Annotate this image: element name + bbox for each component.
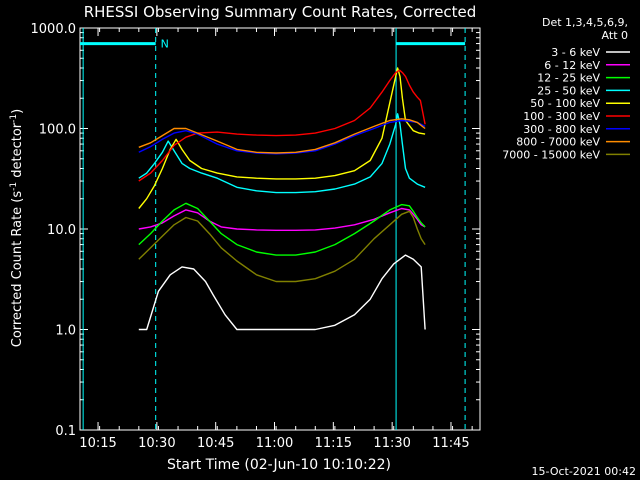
series-line-4 (138, 113, 426, 194)
x-tick-label: 11:15 (315, 436, 352, 451)
legend-label: 100 - 300 keV (523, 110, 600, 123)
y-tick-label: 100.0 (39, 123, 76, 138)
series-line-2 (138, 207, 426, 232)
legend-label: 300 - 800 keV (523, 123, 600, 136)
chart-title: RHESSI Observing Summary Count Rates, Co… (84, 3, 477, 21)
x-tick-label: 11:45 (432, 436, 469, 451)
timestamp: 15-Oct-2021 00:42 (532, 465, 636, 478)
x-tick-label: 11:00 (256, 436, 293, 451)
y-tick-label: 0.1 (55, 424, 76, 439)
y-tick-label: 10.0 (47, 223, 76, 238)
y-tick-label: 1.0 (55, 324, 76, 339)
y-axis-label-superscript: -1 (9, 114, 19, 123)
series-line-3 (138, 202, 426, 256)
x-tick-label: 10:30 (138, 436, 175, 451)
series-line-9 (138, 210, 426, 283)
x-tick-label: 10:15 (79, 436, 116, 451)
plot-axes: 0.1 1.0 10.0 100.0 1000.0 10:15 10:30 10:45 11:0… (31, 22, 481, 451)
y-axis-label: Corrected Count Rate (s-1 detector-1) (9, 109, 25, 347)
legend-label: 7000 - 15000 keV (502, 148, 600, 161)
legend-label: 25 - 50 keV (537, 84, 600, 97)
night-marker: N (161, 38, 169, 51)
y-axis-label-part: detector (10, 122, 25, 182)
series-line-8 (138, 118, 426, 154)
y-tick-label: 1000.0 (31, 22, 77, 37)
legend-label: 12 - 25 keV (537, 72, 600, 85)
legend-label: 3 - 6 keV (551, 46, 600, 59)
y-axis-label-part: ) (10, 109, 25, 114)
legend-header-line1: Det 1,3,4,5,6,9, (542, 16, 628, 29)
legend-label: 6 - 12 keV (544, 59, 600, 72)
x-tick-label: 10:45 (197, 436, 234, 451)
observing-overlay: N (80, 28, 466, 430)
legend-label: 50 - 100 keV (530, 97, 600, 110)
series-line-5 (138, 67, 426, 209)
series-line-6 (138, 69, 426, 182)
x-axis-label: Start Time (02-Jun-10 10:10:22) (167, 457, 391, 473)
series-line-7 (138, 119, 426, 155)
series-line-1 (138, 254, 426, 331)
x-tick-label: 11:30 (373, 436, 410, 451)
y-axis-label-part: Corrected Count Rate (s (10, 191, 25, 348)
y-axis-label-superscript: -1 (9, 182, 19, 191)
series-lines (138, 67, 426, 331)
legend-header-line2: Att 0 (602, 29, 628, 42)
legend-label: 800 - 7000 keV (516, 136, 600, 149)
